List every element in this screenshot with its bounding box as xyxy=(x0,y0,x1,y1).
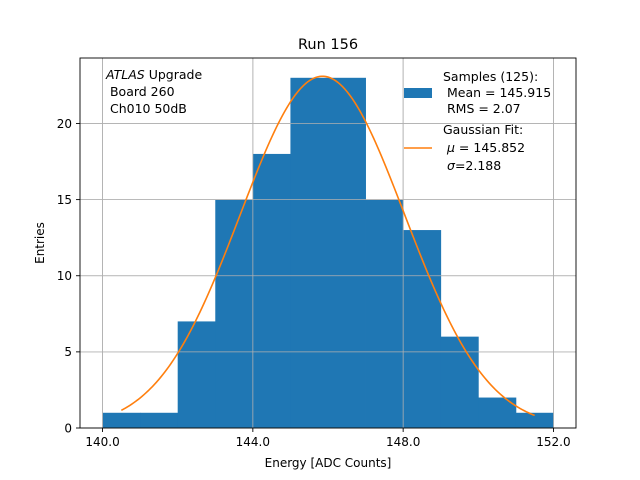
histogram-bar xyxy=(365,199,404,428)
legend-sigma-symbol: σ xyxy=(447,158,456,173)
y-tick-label: 10 xyxy=(57,269,72,283)
annotation-line-1: ATLAS Upgrade xyxy=(105,67,202,82)
histogram-bar xyxy=(515,412,554,428)
legend-mu-symbol: μ xyxy=(446,140,455,155)
y-tick-label: 5 xyxy=(64,345,72,359)
annotation-line-2: Board 260 xyxy=(106,84,175,99)
histogram-bar xyxy=(290,77,329,428)
y-tick-label: 15 xyxy=(57,193,72,207)
histogram-bar xyxy=(440,336,479,428)
grid-lines-overlay xyxy=(80,58,576,429)
x-tick-label: 140.0 xyxy=(85,435,119,449)
y-tick-label: 0 xyxy=(64,421,72,435)
histogram-bar xyxy=(140,412,179,428)
x-axis-label: Energy [ADC Counts] xyxy=(265,456,392,470)
x-axis-ticks: 140.0 144.0 148.0 152.0 xyxy=(85,428,571,449)
legend-samples-line-3: RMS = 2.07 xyxy=(443,101,521,116)
y-tick-label: 20 xyxy=(57,117,72,131)
y-axis-label: Entries xyxy=(33,222,47,264)
gaussian-fit-curve xyxy=(120,75,535,417)
gaussian-fit xyxy=(120,75,535,417)
annotation-line-3: Ch010 50dB xyxy=(106,101,187,116)
legend-fit-line-3: σ=2.188 xyxy=(447,158,501,173)
legend-samples-line-2: Mean = 145.915 xyxy=(443,85,551,100)
histogram-bar xyxy=(252,153,291,429)
x-tick-label: 152.0 xyxy=(536,435,570,449)
y-axis-ticks: 0 5 10 15 20 xyxy=(57,117,80,435)
x-tick-label: 148.0 xyxy=(386,435,420,449)
x-tick-label: 144.0 xyxy=(236,435,270,449)
legend-sigma-value: =2.188 xyxy=(455,158,501,173)
chart-title: Run 156 xyxy=(298,37,358,53)
plot-frame xyxy=(79,57,577,429)
legend-mu-value: = 145.852 xyxy=(455,140,525,155)
histogram-bar xyxy=(215,199,254,428)
legend-samples-swatch xyxy=(404,88,432,98)
histogram-bar xyxy=(177,321,216,428)
legend: Samples (125): Mean = 145.915 RMS = 2.07… xyxy=(404,69,551,173)
legend-samples-line-1: Samples (125): xyxy=(443,69,538,84)
histogram-bar xyxy=(102,412,141,428)
annotation-italic: ATLAS xyxy=(105,67,145,82)
legend-fit-line-2: μ = 145.852 xyxy=(446,140,525,155)
histogram-bar xyxy=(403,230,442,428)
histogram-bars xyxy=(102,77,554,429)
atlas-annotation: ATLAS Upgrade Board 260 Ch010 50dB xyxy=(105,67,202,116)
histogram-bar xyxy=(328,77,366,428)
annotation-line-1-rest: Upgrade xyxy=(145,67,203,82)
legend-fit-line-1: Gaussian Fit: xyxy=(443,122,523,137)
